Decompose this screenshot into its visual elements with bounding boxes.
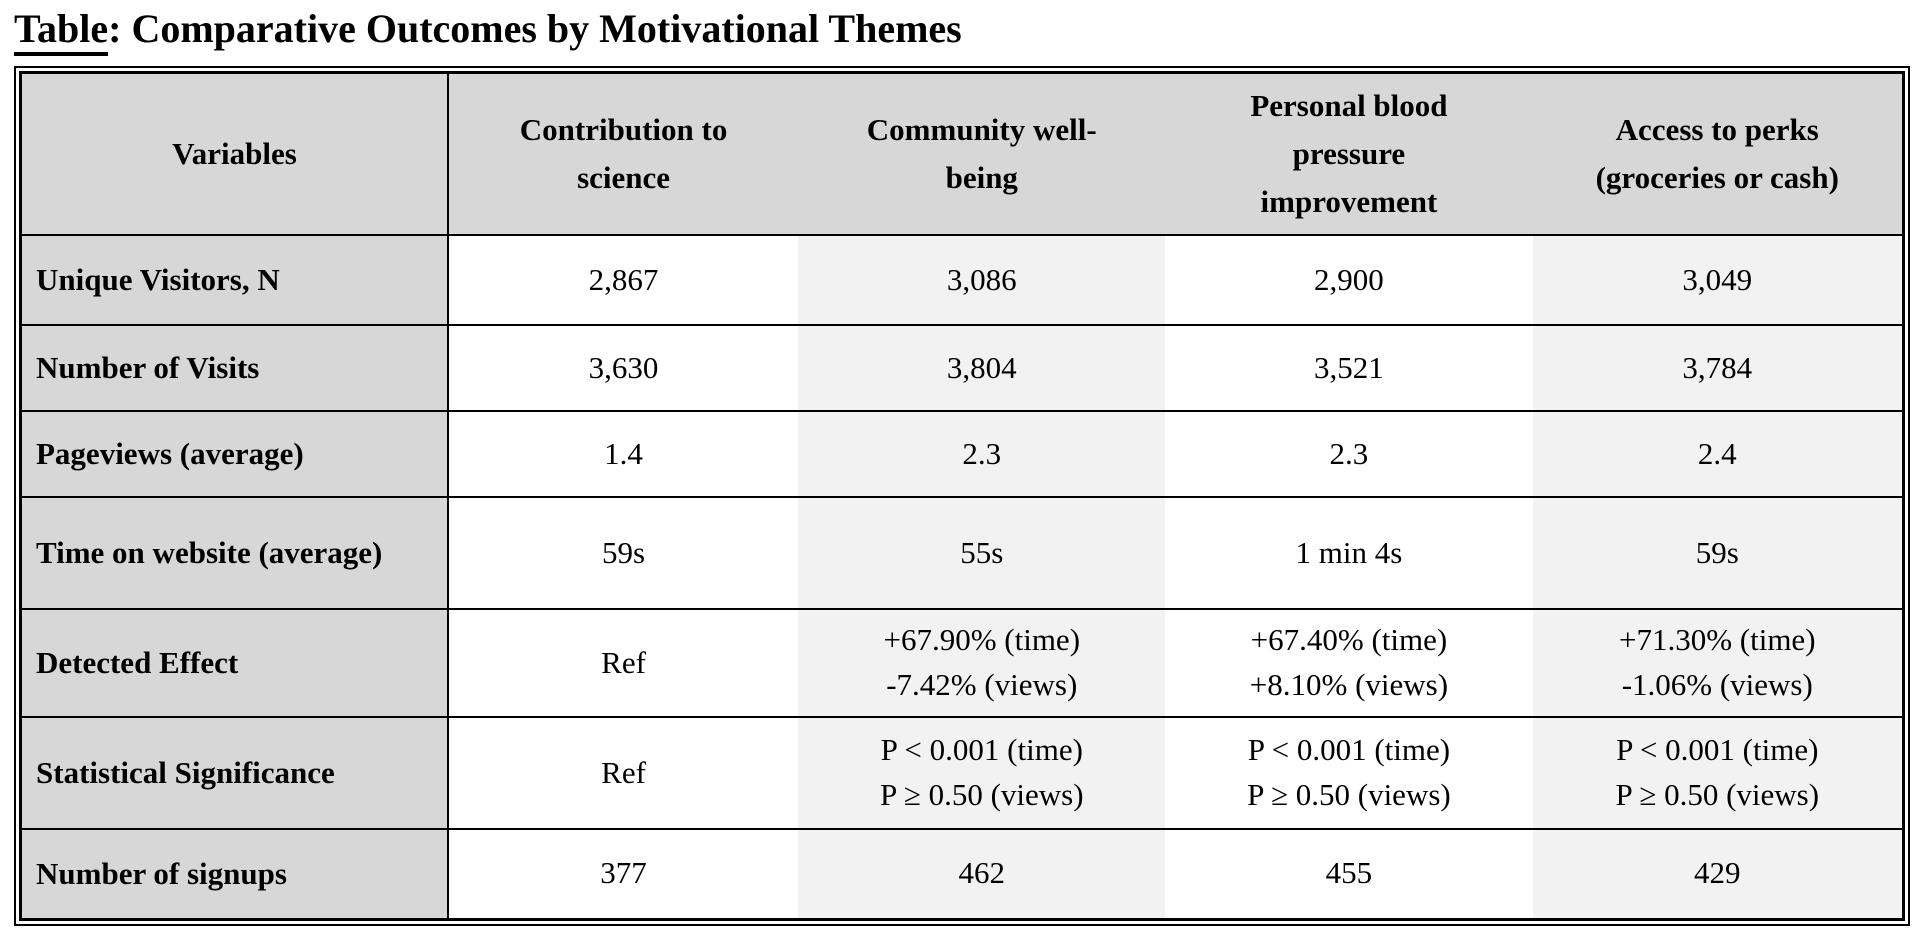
row-label: Number of Visits xyxy=(20,324,449,412)
table-cell: 3,630 xyxy=(447,324,799,412)
comparative-outcomes-table: Variables Contribution to science Commun… xyxy=(19,71,1905,921)
table-row-number-of-visits: Number of Visits 3,630 3,804 3,521 3,784 xyxy=(20,324,1904,412)
table-body: Unique Visitors, N 2,867 3,086 2,900 3,0… xyxy=(20,234,1904,920)
header-row: Variables Contribution to science Commun… xyxy=(20,72,1904,236)
table-frame: Variables Contribution to science Commun… xyxy=(14,66,1910,926)
table-cell: +67.40% (time) +8.10% (views) xyxy=(1165,608,1533,718)
table-cell: P < 0.001 (time) P ≥ 0.50 (views) xyxy=(1532,716,1904,830)
table-cell: 377 xyxy=(447,828,799,920)
table-cell: Ref xyxy=(447,716,799,830)
row-label: Statistical Significance xyxy=(20,716,449,830)
table-cell: 3,521 xyxy=(1165,324,1533,412)
table-row-unique-visitors: Unique Visitors, N 2,867 3,086 2,900 3,0… xyxy=(20,234,1904,326)
table-cell: 3,049 xyxy=(1532,234,1904,326)
table-cell: Ref xyxy=(447,608,799,718)
table-cell: 59s xyxy=(447,496,799,610)
table-cell: 462 xyxy=(798,828,1166,920)
row-label: Number of signups xyxy=(20,828,449,920)
table-cell: 55s xyxy=(798,496,1166,610)
table-title-rest: : Comparative Outcomes by Motivational T… xyxy=(108,6,962,51)
table-row-pageviews: Pageviews (average) 1.4 2.3 2.3 2.4 xyxy=(20,410,1904,498)
table-cell: P < 0.001 (time) P ≥ 0.50 (views) xyxy=(1165,716,1533,830)
table-cell: P < 0.001 (time) P ≥ 0.50 (views) xyxy=(798,716,1166,830)
table-cell: 455 xyxy=(1165,828,1533,920)
table-row-time-on-website: Time on website (average) 59s 55s 1 min … xyxy=(20,496,1904,610)
table-cell: 2,900 xyxy=(1165,234,1533,326)
row-label: Time on website (average) xyxy=(20,496,449,610)
column-header-contribution-to-science: Contribution to science xyxy=(447,72,799,236)
table-cell: 3,086 xyxy=(798,234,1166,326)
table-cell: 1.4 xyxy=(447,410,799,498)
table-cell: 1 min 4s xyxy=(1165,496,1533,610)
table-row-number-of-signups: Number of signups 377 462 455 429 xyxy=(20,828,1904,920)
table-row-statistical-significance: Statistical Significance Ref P < 0.001 (… xyxy=(20,716,1904,830)
table-cell: 59s xyxy=(1532,496,1904,610)
table-title-keyword: Table xyxy=(14,6,109,56)
row-label: Pageviews (average) xyxy=(20,410,449,498)
column-header-community-well-being: Community well- being xyxy=(798,72,1166,236)
table-cell: 2.4 xyxy=(1532,410,1904,498)
table-cell: +71.30% (time) -1.06% (views) xyxy=(1532,608,1904,718)
table-row-detected-effect: Detected Effect Ref +67.90% (time) -7.42… xyxy=(20,608,1904,718)
table-cell: 2,867 xyxy=(447,234,799,326)
table-cell: 3,804 xyxy=(798,324,1166,412)
table-cell: 2.3 xyxy=(798,410,1166,498)
row-label: Unique Visitors, N xyxy=(20,234,449,326)
table-cell: 429 xyxy=(1532,828,1904,920)
column-header-access-to-perks: Access to perks (groceries or cash) xyxy=(1532,72,1904,236)
table-cell: 3,784 xyxy=(1532,324,1904,412)
row-label: Detected Effect xyxy=(20,608,449,718)
column-header-variables: Variables xyxy=(20,72,449,236)
table-cell: +67.90% (time) -7.42% (views) xyxy=(798,608,1166,718)
table-title: Table: Comparative Outcomes by Motivatio… xyxy=(14,6,1910,56)
table-header: Variables Contribution to science Commun… xyxy=(20,72,1904,236)
column-header-personal-blood-pressure-improvement: Personal blood pressure improvement xyxy=(1165,72,1533,236)
table-cell: 2.3 xyxy=(1165,410,1533,498)
